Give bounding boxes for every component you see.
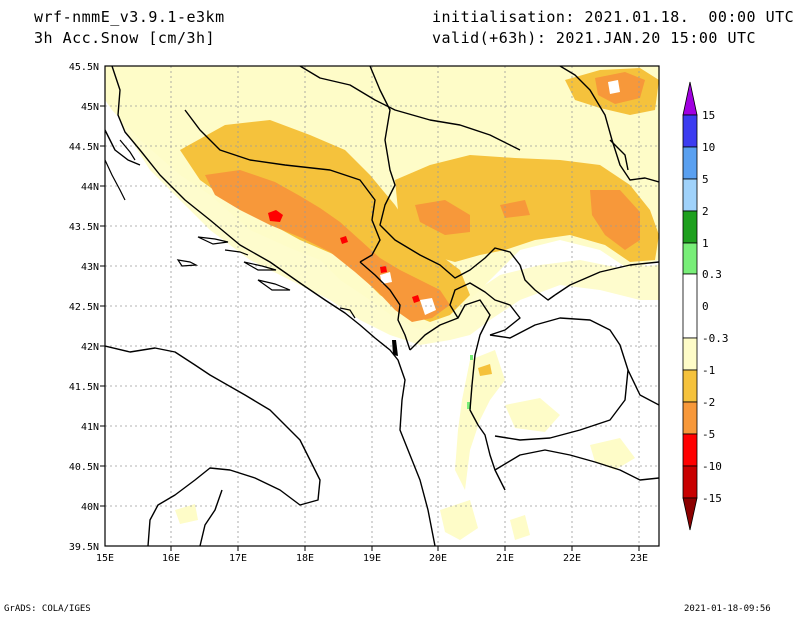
- albania-border: [409, 299, 506, 491]
- romania-border: [559, 66, 659, 183]
- legend-swatch: [682, 401, 698, 435]
- island-7: [105, 159, 126, 201]
- field-title: 3h Acc.Snow [cm/3h]: [34, 29, 216, 47]
- legend-label: -0.3: [702, 332, 729, 345]
- island-2: [176, 259, 199, 267]
- light-snow-area: [105, 66, 659, 540]
- serbia-east-border: [609, 139, 629, 171]
- lon-label: 16E: [162, 553, 180, 564]
- lon-label: 20E: [429, 553, 447, 564]
- legend-swatch: [682, 433, 698, 467]
- grid-lines: [105, 66, 659, 546]
- legend-swatch: [682, 369, 698, 403]
- legend-label: -2: [702, 396, 715, 409]
- italy-gulf: [199, 489, 223, 546]
- intense-snow-cells: [268, 210, 420, 303]
- lake-ohrid: [392, 340, 398, 356]
- legend-swatch: [682, 210, 698, 244]
- lon-label: 15E: [96, 553, 114, 564]
- kosovo-border: [449, 282, 521, 336]
- legend-label: 0.3: [702, 268, 722, 281]
- lon-label: 21E: [496, 553, 514, 564]
- lat-label: 43.5N: [69, 222, 99, 233]
- lat-label: 40.5N: [69, 462, 99, 473]
- island-8: [339, 307, 356, 319]
- valid-time: valid(+63h): 2021.JAN.20 15:00 UTC: [432, 29, 757, 47]
- lat-label: 41N: [81, 422, 99, 433]
- lon-label: 18E: [296, 553, 314, 564]
- serbia-west-border: [369, 66, 556, 301]
- legend-label: -10: [702, 460, 722, 473]
- lat-label: 42N: [81, 342, 99, 353]
- color-legend: [682, 81, 698, 531]
- lon-label: 23E: [630, 553, 648, 564]
- macedonia-border: [489, 317, 629, 441]
- tick-marks: [100, 105, 640, 551]
- no-snow-gaps: [380, 80, 620, 315]
- legend-label: -15: [702, 492, 722, 505]
- lat-label: 44.5N: [69, 142, 99, 153]
- legend-label: 0: [702, 300, 709, 313]
- lat-label: 43N: [81, 262, 99, 273]
- lon-label: 19E: [363, 553, 381, 564]
- legend-label: 5: [702, 173, 709, 186]
- legend-label: 10: [702, 141, 715, 154]
- legend-bottom-arrow: [682, 497, 698, 531]
- legend-label: -1: [702, 364, 715, 377]
- model-title: wrf-nmmE_v3.9.1-e3km: [34, 8, 225, 26]
- greece-border: [494, 449, 659, 481]
- bulgaria-south-border: [627, 369, 659, 406]
- lat-label: 44N: [81, 182, 99, 193]
- rain-mix-spots: [467, 355, 473, 409]
- island-5: [224, 249, 249, 256]
- lat-label: 40N: [81, 502, 99, 513]
- bosnia-border: [184, 109, 381, 263]
- istria-coast: [105, 129, 141, 166]
- island-6: [119, 139, 136, 161]
- lat-label: 39.5N: [69, 542, 99, 553]
- legend-label: -5: [702, 428, 715, 441]
- legend-swatch: [682, 273, 698, 339]
- croatia-border: [299, 66, 521, 151]
- legend-label: 15: [702, 109, 715, 122]
- adriatic-east-coast: [111, 66, 436, 546]
- legend-swatch: [682, 465, 698, 499]
- init-time: initialisation: 2021.01.18. 00:00 UTC: [432, 8, 795, 26]
- credit-label: GrADS: COLA/IGES: [4, 604, 91, 614]
- legend-label: 2: [702, 205, 709, 218]
- lat-label: 41.5N: [69, 382, 99, 393]
- lat-label: 42.5N: [69, 302, 99, 313]
- legend-swatch: [682, 178, 698, 212]
- island-1: [197, 236, 229, 245]
- legend-swatch: [682, 337, 698, 371]
- bulgaria-border: [554, 261, 659, 296]
- island-4: [257, 279, 291, 291]
- legend-label: 1: [702, 237, 709, 250]
- montenegro-border: [359, 261, 411, 351]
- lon-label: 17E: [229, 553, 247, 564]
- lon-label: 22E: [563, 553, 581, 564]
- legend-top-arrow: [682, 81, 698, 116]
- island-3: [243, 261, 277, 271]
- lat-label: 45N: [81, 102, 99, 113]
- legend-swatch: [682, 114, 698, 148]
- render-timestamp: 2021-01-18-09:56: [684, 604, 771, 614]
- italy-coast: [105, 345, 321, 546]
- lat-label: 45.5N: [69, 62, 99, 73]
- legend-swatch: [682, 146, 698, 180]
- legend-swatch: [682, 242, 698, 275]
